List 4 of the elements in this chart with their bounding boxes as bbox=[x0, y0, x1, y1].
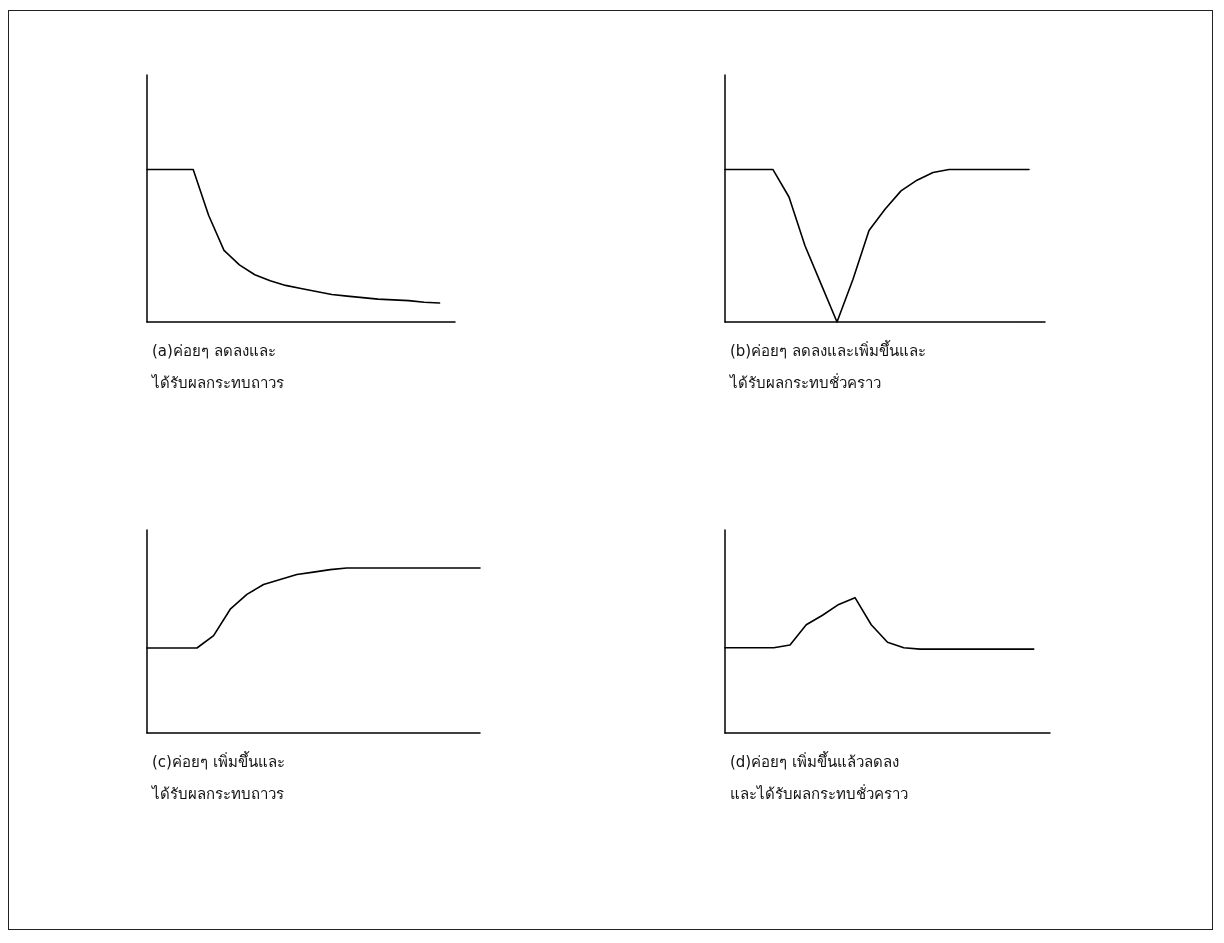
x-axis-title: (c)ค่อยๆ เพิ่มขึ้นและ ได้รับผลกระทบถาวร bbox=[151, 751, 285, 803]
x-axis-title: (d)ค่อยๆ เพิ่มขึ้นแล้วลดลง และได้รับผลกระทบชั่วคราว bbox=[730, 751, 908, 803]
x-axis-title: (a)ค่อยๆ ลดลงและ ได้รับผลกระทบถาวร bbox=[151, 342, 284, 392]
x-axis-title: (b)ค่อยๆ ลดลงและเพิ่มขึ้นและ ได้รับผลกระทบชั่วคราว bbox=[729, 340, 926, 392]
